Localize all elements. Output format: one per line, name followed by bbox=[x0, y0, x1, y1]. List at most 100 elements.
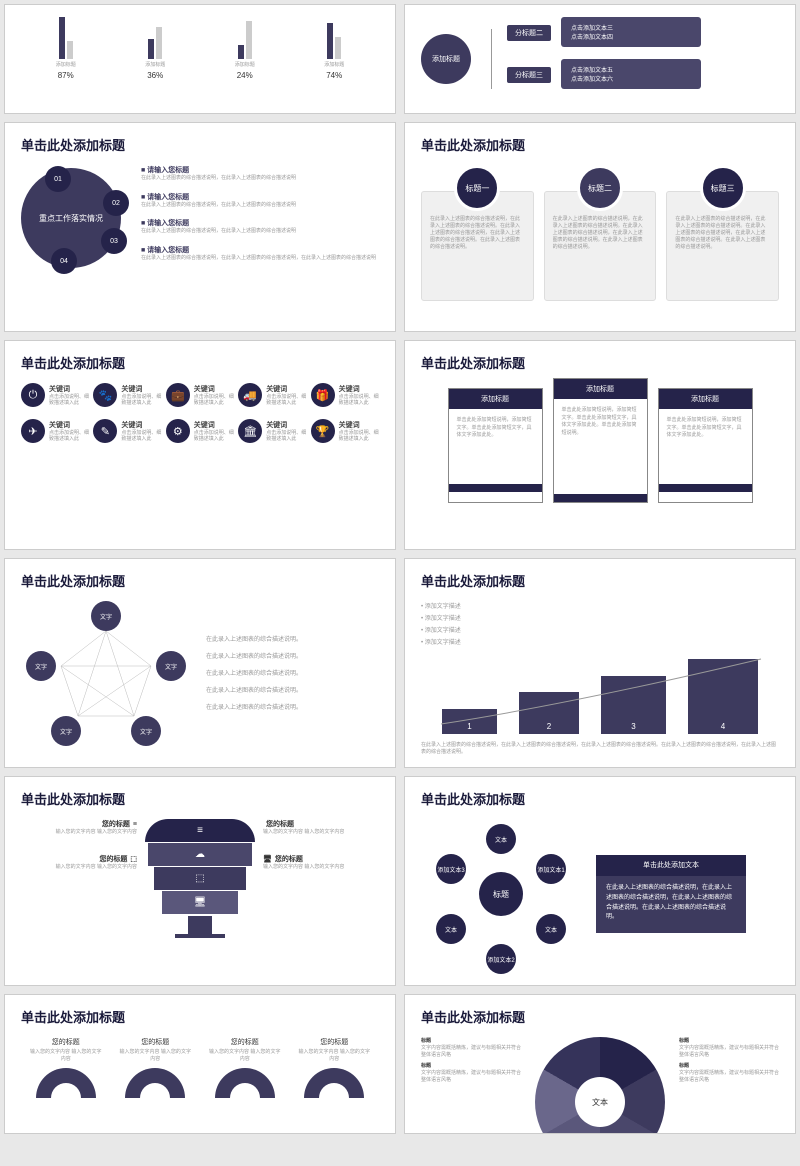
card-body: 单击此处添加简短说明，添加简短文字。单击此处添加简短文字，具体文字添加此处。单击… bbox=[554, 399, 647, 494]
arc-item: 您的标题输入您的文字内容 输入您的文字内容 bbox=[207, 1037, 282, 1098]
sub-circle: 03 bbox=[101, 228, 127, 254]
bar-percent: 24% bbox=[237, 71, 253, 80]
list-item: ■ 请输入您标题在此录入上述图表的综合描述说明，在此录入上述图表的综合描述说明 bbox=[141, 165, 379, 182]
bar-label: 添加标题 bbox=[235, 62, 255, 69]
slide-title: 单击此处添加标题 bbox=[421, 789, 779, 809]
slide-arcs: 单击此处添加标题 您的标题输入您的文字内容 输入您的文字内容 您的标题输入您的文… bbox=[4, 994, 396, 1134]
legend-item: 标题文字内容需概括精炼，建议与标题相关并符合整体语言风格 bbox=[679, 1062, 779, 1083]
bar-label: 添加标题 bbox=[324, 62, 344, 69]
side-icon: ⬚ bbox=[130, 855, 137, 863]
info-card: 添加标题 单击此处添加简短说明，添加简短文字。单击此处添加简短文字，具体文字添加… bbox=[658, 388, 753, 503]
bar-percent: 36% bbox=[147, 71, 163, 80]
card-badge: 标题二 bbox=[577, 165, 623, 211]
arc-shape bbox=[304, 1068, 364, 1098]
bulb-slice: ≡ bbox=[145, 819, 255, 842]
icon-item: ⚙ 关键词点击添加说明、细致描述填入此 bbox=[166, 419, 234, 443]
slide-hex-cluster: 单击此处添加标题 标题 文本添加文本1文本添加文本2文本添加文本3 单击此处添加… bbox=[404, 776, 796, 986]
sub-circle: 01 bbox=[45, 166, 71, 192]
pentagon-node: 文字 bbox=[91, 601, 121, 631]
icon-title: 关键词 bbox=[266, 420, 306, 430]
bar-label: 添加标题 bbox=[56, 62, 76, 69]
list-item: ■ 请输入您标题在此录入上述图表的综合描述说明，在此录入上述图表的综合描述说明 bbox=[141, 218, 379, 235]
legend-item: 标题文字内容需概括精炼，建议与标题相关并符合整体语言风格 bbox=[679, 1037, 779, 1058]
star-lines bbox=[56, 626, 156, 726]
icon-title: 关键词 bbox=[49, 420, 89, 430]
bulb-side-item: 🖥您的标题 输入您的文字内容 输入您的文字内容 bbox=[263, 854, 358, 871]
sub-circle: 02 bbox=[103, 190, 129, 216]
center-node: 标题 bbox=[479, 872, 523, 916]
text-box-body: 在此录入上述图表的综合描述说明，在此录入上述图表的综合描述说明，在此录入上述图表… bbox=[606, 884, 736, 922]
cluster-node: 添加文本1 bbox=[536, 854, 566, 884]
bracket-center: 添加标题 bbox=[421, 34, 471, 84]
cluster-node: 添加文本3 bbox=[436, 854, 466, 884]
icon-title: 关键词 bbox=[194, 420, 234, 430]
icon-title: 关键词 bbox=[339, 384, 379, 394]
slide-bar-chart: 添加标题 87% 添加标题 36% 添加标题 24% 添加标题 74% bbox=[4, 4, 396, 114]
feature-icon: 🎁 bbox=[311, 383, 335, 407]
arc-shape bbox=[125, 1068, 185, 1098]
growth-bar: 1 bbox=[442, 709, 497, 734]
icon-item: ✎ 关键词点击添加说明、细致描述填入此 bbox=[93, 419, 161, 443]
icon-title: 关键词 bbox=[49, 384, 89, 394]
bar-label: 添加标题 bbox=[145, 62, 165, 69]
arc-item: 您的标题输入您的文字内容 输入您的文字内容 bbox=[28, 1037, 103, 1098]
slide-donut: 单击此处添加标题 标题文字内容需概括精炼，建议与标题相关并符合整体语言风格标题文… bbox=[404, 994, 796, 1134]
card-header: 添加标题 bbox=[449, 389, 542, 409]
icon-item: ✈ 关键词点击添加说明、细致描述填入此 bbox=[21, 419, 89, 443]
slide-pentagon: 单击此处添加标题 文字文字文字文字文字 在此录入上述图表的综合描述说明。在此录入… bbox=[4, 558, 396, 768]
chart-footer: 在此录入上述图表的综合描述说明，在此录入上述图表的综合描述说明，在此录入上述图表… bbox=[421, 742, 779, 755]
icon-title: 关键词 bbox=[339, 420, 379, 430]
card-badge: 标题一 bbox=[454, 165, 500, 211]
slide-title: 单击此处添加标题 bbox=[21, 571, 379, 591]
donut-chart bbox=[535, 1037, 665, 1134]
pentagon-node: 文字 bbox=[156, 651, 186, 681]
card: 标题三 在此录入上述图表的综合描述说明，在此录入上述图表的综合描述说明。在此录入… bbox=[666, 165, 779, 301]
bulb-slice: ⬚ bbox=[154, 867, 246, 890]
branch-box: 点击添加文本五点击添加文本六 bbox=[561, 59, 701, 89]
bulb-slice: 🖥 bbox=[162, 891, 238, 914]
card: 标题二 在此录入上述图表的综合描述说明，在此录入上述图表的综合描述说明。在此录入… bbox=[544, 165, 657, 301]
growth-bar: 4 bbox=[688, 659, 758, 734]
slide-growth-chart: 单击此处添加标题 • 添加文字描述• 添加文字描述• 添加文字描述• 添加文字描… bbox=[404, 558, 796, 768]
cluster-node: 文本 bbox=[486, 824, 516, 854]
icon-title: 关键词 bbox=[121, 384, 161, 394]
side-icon: ≡ bbox=[133, 821, 137, 828]
slide-title: 单击此处添加标题 bbox=[21, 353, 379, 373]
legend-item: 标题文字内容需概括精炼，建议与标题相关并符合整体语言风格 bbox=[421, 1037, 521, 1058]
slide-title: 单击此处添加标题 bbox=[21, 1007, 379, 1027]
legend-item: • 添加文字描述 bbox=[421, 601, 779, 610]
icon-desc: 点击添加说明、细致描述填入此 bbox=[49, 430, 89, 443]
feature-icon: ✎ bbox=[93, 419, 117, 443]
list-item: 在此录入上述图表的综合描述说明。 bbox=[206, 668, 379, 677]
icon-desc: 点击添加说明、细致描述填入此 bbox=[266, 394, 306, 407]
bar-group: 添加标题 24% bbox=[235, 14, 255, 81]
icon-title: 关键词 bbox=[121, 420, 161, 430]
slide-icon-grid: 单击此处添加标题 ⏻ 关键词点击添加说明、细致描述填入此 🐾 关键词点击添加说明… bbox=[4, 340, 396, 550]
arc-item: 您的标题输入您的文字内容 输入您的文字内容 bbox=[118, 1037, 193, 1098]
bar-percent: 87% bbox=[58, 71, 74, 80]
list-item: ■ 请输入您标题在此录入上述图表的综合描述说明，在此录入上述图表的综合描述说明 bbox=[141, 192, 379, 209]
arc-shape bbox=[36, 1068, 96, 1098]
icon-desc: 点击添加说明、细致描述填入此 bbox=[194, 394, 234, 407]
bulb-side-item: 您的标题 输入您的文字内容 输入您的文字内容 bbox=[263, 819, 358, 836]
feature-icon: 🏛 bbox=[238, 419, 262, 443]
bar-group: 添加标题 36% bbox=[145, 14, 165, 81]
slide-three-boxes: 单击此处添加标题 添加标题 单击此处添加简短说明，添加简短文字。单击此处添加简短… bbox=[404, 340, 796, 550]
feature-icon: ⚙ bbox=[166, 419, 190, 443]
legend-item: • 添加文字描述 bbox=[421, 625, 779, 634]
info-card: 添加标题 单击此处添加简短说明，添加简短文字。单击此处添加简短文字，具体文字添加… bbox=[448, 388, 543, 503]
cluster-node: 文本 bbox=[536, 914, 566, 944]
legend-item: • 添加文字描述 bbox=[421, 613, 779, 622]
slide-lightbulb: 单击此处添加标题 您的标题 ≡ 输入您的文字内容 输入您的文字内容 您的标题 ⬚… bbox=[4, 776, 396, 986]
pentagon-node: 文字 bbox=[51, 716, 81, 746]
icon-desc: 点击添加说明、细致描述填入此 bbox=[266, 430, 306, 443]
card-header: 添加标题 bbox=[554, 379, 647, 399]
text-box-title: 单击此处添加文本 bbox=[596, 855, 746, 876]
icon-desc: 点击添加说明、细致描述填入此 bbox=[121, 394, 161, 407]
icon-title: 关键词 bbox=[266, 384, 306, 394]
icon-title: 关键词 bbox=[194, 384, 234, 394]
pentagon-node: 文字 bbox=[26, 651, 56, 681]
slide-title: 单击此处添加标题 bbox=[421, 353, 779, 373]
feature-icon: 💼 bbox=[166, 383, 190, 407]
icon-item: 🐾 关键词点击添加说明、细致描述填入此 bbox=[93, 383, 161, 407]
